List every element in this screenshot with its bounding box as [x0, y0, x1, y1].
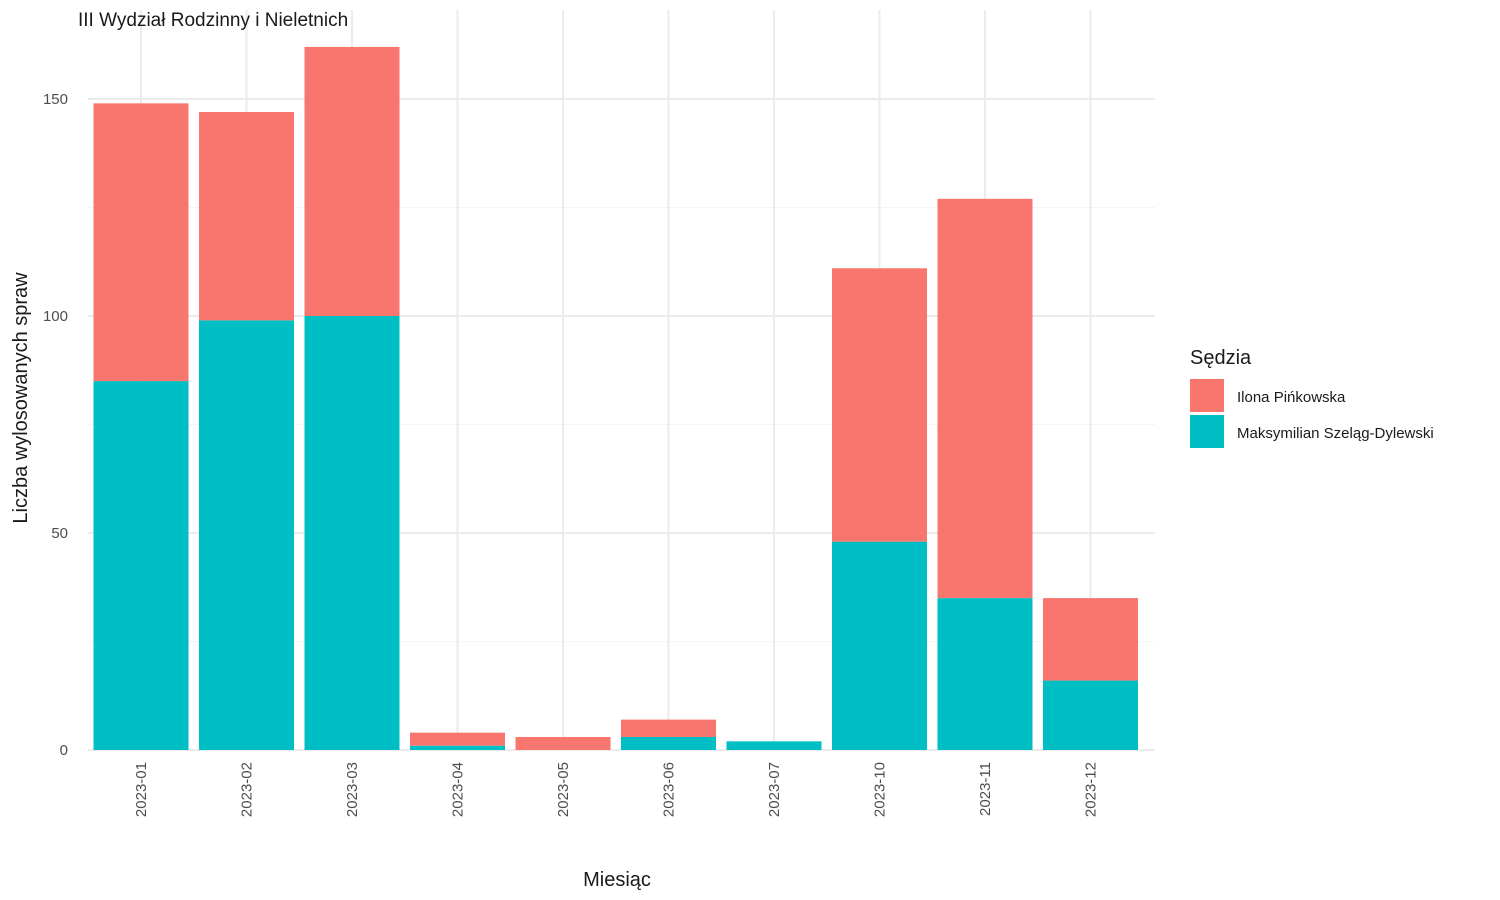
bar-2023-02-series-0 — [199, 320, 294, 750]
bar-2023-05-series-1 — [515, 736, 611, 750]
legend-title: Sędzia — [1190, 347, 1252, 369]
legend-swatch-ilona — [1190, 379, 1224, 412]
legend-label-maksymilian: Maksymilian Szeląg-Dylewski — [1237, 425, 1434, 442]
bar-2023-10-series-1 — [832, 268, 927, 542]
legend-label-ilona: Ilona Pińkowska — [1237, 389, 1346, 406]
x-tick-label: 2023-12 — [1083, 762, 1100, 817]
bar-2023-01-series-0 — [93, 381, 189, 750]
y-tick-label: 0 — [60, 742, 68, 759]
bar-2023-07-series-0 — [726, 741, 822, 750]
y-axis-title: Liczba wylosowanych spraw — [10, 272, 32, 524]
bar-2023-11-series-1 — [937, 198, 1033, 599]
bar-2023-01-series-1 — [93, 103, 189, 382]
legend: Sędzia Ilona Pińkowska Maksymilian Szelą… — [1190, 347, 1434, 448]
x-tick-label: 2023-07 — [766, 762, 783, 817]
x-tick-label: 2023-05 — [555, 762, 572, 817]
y-tick-label: 100 — [43, 308, 68, 325]
x-tick-label: 2023-01 — [133, 762, 150, 817]
chart-title: III Wydział Rodzinny i Nieletnich — [78, 10, 348, 31]
bar-2023-03-series-0 — [304, 316, 400, 750]
x-axis-ticks: 2023-01 2023-02 2023-03 2023-04 2023-05 2023-… — [133, 762, 1100, 817]
x-tick-label: 2023-10 — [872, 762, 889, 817]
bar-2023-12-series-1 — [1043, 598, 1138, 681]
bar-2023-04-series-1 — [410, 732, 505, 746]
legend-swatch-maksymilian — [1190, 415, 1224, 448]
y-tick-label: 150 — [43, 91, 68, 108]
bar-2023-12-series-0 — [1043, 680, 1138, 750]
bar-2023-03-series-1 — [304, 46, 400, 317]
bar-2023-11-series-0 — [937, 598, 1033, 750]
x-tick-label: 2023-06 — [661, 762, 678, 817]
x-tick-label: 2023-04 — [450, 762, 467, 817]
x-tick-label: 2023-02 — [239, 762, 256, 817]
y-tick-label: 50 — [51, 525, 68, 542]
x-axis-title: Miesiąc — [583, 869, 651, 891]
bars — [93, 46, 1138, 750]
y-axis-ticks: 0 50 100 150 — [43, 91, 68, 759]
bar-2023-06-series-0 — [621, 736, 716, 750]
x-tick-label: 2023-03 — [344, 762, 361, 817]
bar-2023-10-series-0 — [832, 541, 927, 750]
bar-2023-06-series-1 — [621, 719, 716, 737]
bar-2023-04-series-0 — [410, 745, 505, 750]
x-tick-label: 2023-11 — [977, 762, 994, 816]
bar-2023-02-series-1 — [199, 112, 294, 321]
